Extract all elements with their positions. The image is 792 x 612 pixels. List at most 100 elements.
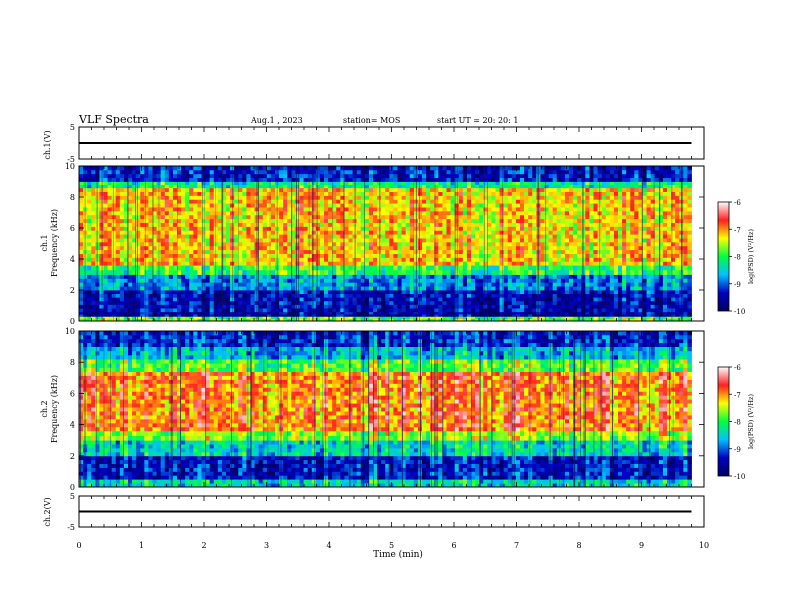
- spectrogram-cell: [262, 308, 268, 313]
- spectrogram-cell: [434, 253, 439, 258]
- spectrogram-cell: [491, 214, 496, 220]
- spectrogram-cell: [422, 234, 427, 239]
- spectrogram-cell: [491, 245, 496, 251]
- spectrogram-cell: [434, 166, 439, 171]
- spectrogram-cell: [164, 282, 170, 287]
- spectrogram-cell: [315, 210, 321, 216]
- spectrogram-cell: [426, 314, 431, 317]
- spectrogram-cell: [511, 300, 517, 305]
- spectrogram-cell: [389, 238, 394, 243]
- spectrogram-cell: [381, 210, 386, 216]
- spectrogram-cell: [119, 238, 125, 243]
- spectrogram-cell: [409, 218, 415, 223]
- spectrogram-cell: [123, 210, 129, 216]
- spectrogram-cell: [507, 297, 513, 302]
- spectrogram-cell: [385, 308, 390, 313]
- spectrogram-cell: [283, 257, 288, 262]
- spectrogram-cell: [307, 169, 313, 175]
- spectrogram-cell: [185, 214, 190, 220]
- spectrogram-cell: [319, 173, 325, 179]
- spectrogram-cell: [111, 241, 117, 247]
- spectrogram-cell: [385, 241, 390, 247]
- spectrogram-cell: [230, 222, 235, 227]
- spectrogram-cell: [373, 173, 378, 179]
- spectrogram-cell: [254, 293, 260, 298]
- spectrogram-cell: [283, 269, 288, 275]
- spectrogram-cell: [475, 169, 480, 175]
- spectrogram-cell: [111, 290, 117, 295]
- spectrogram-cell: [266, 218, 272, 223]
- spectrogram-cell: [373, 226, 378, 231]
- spectrogram-cell: [270, 282, 276, 287]
- spectrogram-cell: [123, 187, 129, 192]
- figure-title: VLF Spectra: [78, 113, 149, 126]
- spectrogram-cell: [303, 222, 309, 227]
- spectrogram-cell: [250, 245, 255, 251]
- spectrogram-cell: [148, 187, 153, 192]
- spectrogram-cell: [515, 241, 521, 247]
- spectrogram-cell: [422, 218, 427, 223]
- spectrogram-cell: [524, 226, 529, 231]
- spectrogram-cell: [262, 234, 268, 239]
- spectrogram-cell: [148, 318, 153, 321]
- spectrogram-cell: [295, 311, 300, 315]
- spectrogram-cell: [417, 177, 423, 182]
- spectrogram-cell: [348, 210, 353, 216]
- spectrogram-cell: [458, 257, 464, 262]
- spectrogram-cell: [544, 316, 549, 320]
- spectrogram-cell: [491, 311, 496, 315]
- spectrogram-cell: [328, 318, 333, 321]
- spectrogram-cell: [324, 195, 329, 200]
- spectrogram-cell: [446, 318, 451, 321]
- spectrogram-cell: [328, 304, 333, 309]
- spectrogram-cell: [266, 290, 272, 295]
- spectrogram-cell: [491, 218, 496, 223]
- spectrogram-cell: [103, 238, 108, 243]
- spectrogram-cell: [152, 210, 157, 216]
- spectrogram-cell: [385, 297, 390, 302]
- spectrogram-cell: [307, 177, 313, 182]
- spectrogram-cell: [226, 311, 231, 315]
- spectrogram-cell: [144, 300, 149, 305]
- spectrogram-cell: [426, 249, 431, 254]
- spectrogram-cell: [99, 297, 104, 302]
- spectrogram-cell: [279, 234, 284, 239]
- spectrogram-cell: [189, 304, 194, 309]
- spectrogram-cell: [250, 278, 255, 283]
- spectrogram-cell: [115, 261, 121, 266]
- spectrogram-cell: [438, 261, 443, 266]
- spectrogram-cell: [160, 304, 166, 309]
- spectrogram-cell: [103, 269, 108, 275]
- spectrogram-cell: [283, 265, 288, 271]
- spectrogram-cell: [254, 214, 260, 220]
- spectrogram-cell: [132, 191, 137, 196]
- spectrogram-cell: [201, 314, 206, 317]
- spectrogram-cell: [348, 238, 353, 243]
- spectrogram-cell: [230, 293, 235, 298]
- spectrogram-cell: [262, 218, 268, 223]
- spectrogram-cell: [483, 222, 488, 227]
- spectrogram-cell: [119, 222, 125, 227]
- spectrogram-cell: [217, 269, 223, 275]
- spectrogram-cell: [487, 278, 492, 283]
- spectrogram-cell: [283, 278, 288, 283]
- spectrogram-cell: [148, 257, 153, 262]
- spectrogram-cell: [528, 187, 533, 192]
- spectrogram-cell: [181, 269, 186, 275]
- spectrogram-cell: [475, 269, 480, 275]
- spectrogram-cell: [511, 290, 517, 295]
- spectrogram-cell: [483, 169, 488, 175]
- spectrogram-cell: [503, 261, 509, 266]
- spectrogram-cell: [458, 218, 464, 223]
- spectrogram-cell: [279, 308, 284, 313]
- spectrogram-cell: [503, 177, 509, 182]
- spectrogram-cell: [181, 286, 186, 291]
- spectrogram-cell: [368, 269, 374, 275]
- spectrogram-cell: [524, 191, 529, 196]
- spectrogram-cell: [454, 230, 460, 235]
- spectrogram-cell: [454, 187, 460, 192]
- spectrogram-cell: [430, 173, 435, 179]
- spectrogram-cell: [123, 184, 129, 189]
- spectrogram-cell: [152, 290, 157, 295]
- spectrogram-cell: [426, 169, 431, 175]
